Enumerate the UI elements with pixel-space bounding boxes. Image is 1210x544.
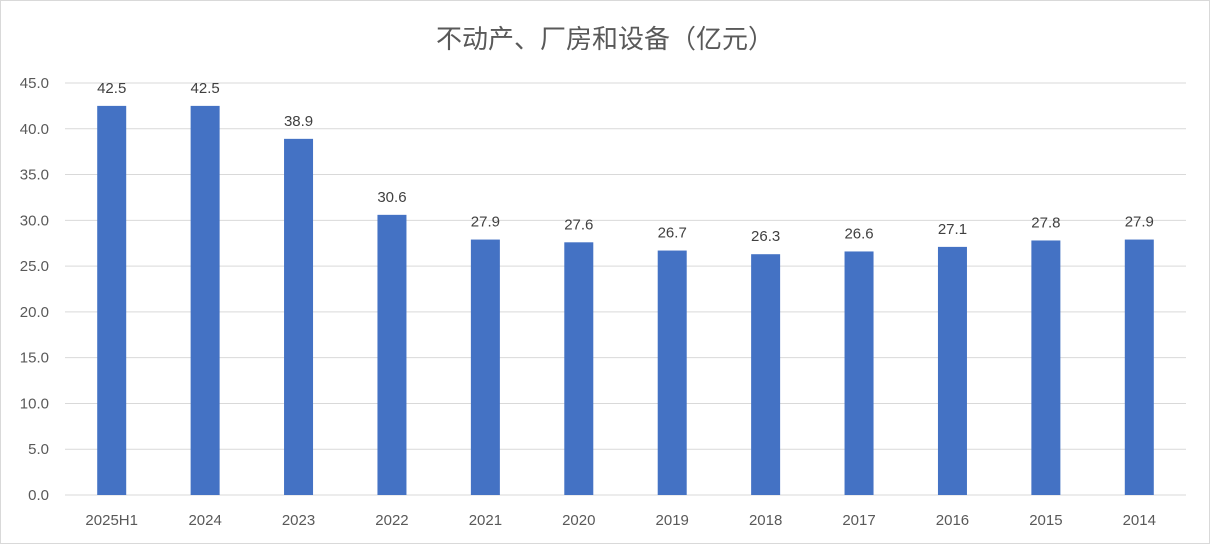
data-label: 27.9 — [471, 214, 500, 231]
data-label: 42.5 — [97, 80, 126, 97]
chart-title: 不动产、厂房和设备（亿元） — [435, 25, 774, 55]
bar — [284, 138, 314, 496]
bar — [97, 105, 127, 495]
bar — [377, 214, 407, 495]
bar — [751, 254, 781, 495]
x-tick-label: 2015 — [1029, 512, 1062, 529]
x-tick-label: 2020 — [562, 512, 595, 529]
data-label: 38.9 — [284, 113, 313, 130]
y-tick-label: 10.0 — [20, 395, 49, 412]
y-tick-label: 45.0 — [20, 75, 49, 92]
data-label: 42.5 — [191, 80, 220, 97]
data-label: 26.7 — [658, 225, 687, 242]
x-tick-label: 2025H1 — [85, 512, 138, 529]
x-tick-label: 2023 — [282, 512, 315, 529]
x-tick-label: 2019 — [656, 512, 689, 529]
data-label: 27.1 — [938, 221, 967, 238]
y-tick-label: 20.0 — [20, 304, 49, 321]
y-tick-label: 30.0 — [20, 212, 49, 229]
data-label: 27.6 — [564, 216, 593, 233]
data-label: 26.6 — [844, 225, 873, 242]
y-tick-label: 35.0 — [20, 167, 49, 184]
bar — [937, 246, 967, 495]
y-tick-label: 0.0 — [28, 487, 49, 504]
x-tick-label: 2024 — [188, 512, 221, 529]
data-label: 27.8 — [1031, 214, 1060, 231]
bar — [1031, 240, 1061, 495]
y-tick-label: 25.0 — [20, 258, 49, 275]
y-tick-label: 15.0 — [20, 350, 49, 367]
bar — [1124, 239, 1154, 495]
data-label: 30.6 — [377, 189, 406, 206]
bar — [470, 239, 500, 495]
y-tick-label: 40.0 — [20, 121, 49, 138]
x-tick-label: 2021 — [469, 512, 502, 529]
bar — [564, 242, 594, 495]
y-tick-label: 5.0 — [28, 441, 49, 458]
x-tick-label: 2022 — [375, 512, 408, 529]
bar — [190, 105, 220, 495]
x-tick-label: 2016 — [936, 512, 969, 529]
data-label: 27.9 — [1125, 214, 1154, 231]
x-tick-label: 2018 — [749, 512, 782, 529]
bar — [844, 251, 874, 495]
x-tick-label: 2014 — [1123, 512, 1156, 529]
x-tick-label: 2017 — [842, 512, 875, 529]
data-label: 26.3 — [751, 228, 780, 245]
bar — [657, 250, 687, 495]
